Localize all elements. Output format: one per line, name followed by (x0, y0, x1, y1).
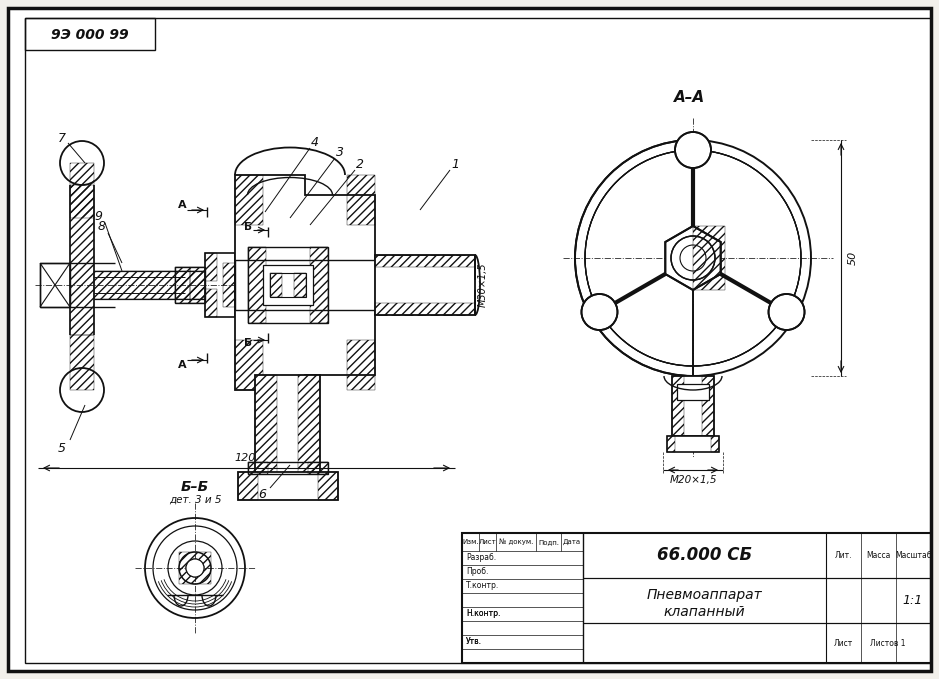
Bar (248, 462, 328, 474)
Text: Пневмоаппарат: Пневмоаппарат (647, 588, 762, 602)
Bar (190, 267, 205, 303)
Text: 120: 120 (235, 453, 255, 463)
Text: клапанный: клапанный (664, 605, 746, 619)
Bar (711, 436, 719, 452)
Bar (672, 376, 714, 436)
Text: Б: Б (244, 222, 252, 232)
Text: № докум.: № докум. (499, 538, 533, 545)
Text: Лист: Лист (834, 638, 853, 648)
Bar (205, 253, 235, 317)
Bar (347, 175, 375, 225)
Text: 7: 7 (58, 132, 66, 145)
Text: 1: 1 (451, 158, 459, 172)
Text: А–А: А–А (674, 90, 705, 105)
Bar (702, 376, 714, 436)
Bar (375, 255, 475, 315)
Bar (667, 436, 719, 452)
Circle shape (192, 565, 198, 571)
Bar (70, 335, 94, 390)
Bar (294, 273, 306, 297)
Text: Проб.: Проб. (466, 568, 488, 576)
Bar (235, 340, 263, 390)
Bar (318, 472, 338, 500)
Bar (667, 436, 675, 452)
Bar (248, 462, 268, 474)
Bar (205, 253, 217, 281)
Bar (270, 273, 306, 297)
Bar (270, 273, 282, 297)
Text: 5: 5 (58, 441, 66, 454)
Bar (672, 376, 684, 436)
Bar (235, 260, 375, 310)
Text: Подп.: Подп. (538, 539, 559, 545)
Text: Лит.: Лит. (834, 551, 852, 559)
Text: 50: 50 (848, 251, 858, 265)
Bar (375, 303, 475, 315)
Text: М30×1,5: М30×1,5 (478, 263, 488, 308)
Text: Т.контр.: Т.контр. (466, 581, 500, 591)
Bar (263, 265, 313, 305)
Text: дет. 3 и 5: дет. 3 и 5 (169, 495, 222, 505)
Bar (693, 226, 725, 290)
Bar (255, 375, 320, 475)
Circle shape (581, 294, 618, 330)
Bar (175, 267, 190, 303)
Text: Листов 1: Листов 1 (870, 638, 906, 648)
Bar (175, 267, 205, 303)
Text: 4: 4 (311, 136, 319, 149)
Bar (298, 375, 320, 475)
Bar (255, 375, 277, 475)
Text: Масштаб: Масштаб (895, 551, 931, 559)
Text: 3: 3 (336, 147, 344, 160)
Text: Лист: Лист (479, 539, 497, 545)
Bar (248, 247, 328, 323)
Bar (677, 384, 709, 400)
Text: 2: 2 (356, 158, 364, 172)
Text: Б: Б (244, 338, 252, 348)
Bar (94, 271, 205, 299)
Bar (462, 533, 931, 663)
Text: 6: 6 (258, 488, 266, 502)
Bar (40, 263, 70, 307)
Polygon shape (666, 226, 721, 290)
Text: 9Э 000 99: 9Э 000 99 (52, 28, 129, 42)
Text: Н.контр.: Н.контр. (466, 610, 500, 619)
Bar (308, 462, 328, 474)
Text: 1:1: 1:1 (903, 595, 923, 608)
Bar (25, 18, 155, 50)
Bar (248, 247, 266, 323)
Text: Б–Б: Б–Б (181, 480, 209, 494)
Bar (70, 163, 94, 218)
Circle shape (186, 559, 204, 577)
Text: А: А (177, 360, 186, 370)
Text: 66.000 СБ: 66.000 СБ (657, 546, 752, 564)
Circle shape (768, 294, 805, 330)
Text: М20×1,5: М20×1,5 (670, 475, 716, 485)
Text: А: А (177, 200, 186, 210)
Bar (235, 175, 263, 225)
Bar (375, 255, 475, 267)
Polygon shape (235, 175, 375, 390)
Text: Масса: Масса (866, 551, 890, 559)
Text: Утв.: Утв. (466, 638, 482, 646)
Bar (310, 247, 328, 323)
Bar (205, 289, 217, 317)
Text: Н.контр.: Н.контр. (466, 610, 500, 619)
Circle shape (671, 236, 715, 280)
Bar (179, 552, 211, 584)
Bar (223, 263, 235, 307)
Text: Изм.: Изм. (462, 539, 479, 545)
Bar (238, 472, 258, 500)
Text: 9: 9 (94, 210, 102, 223)
Bar (238, 472, 338, 500)
Text: Разраб.: Разраб. (466, 553, 496, 562)
Text: 8: 8 (98, 221, 106, 234)
Text: Дата: Дата (563, 539, 581, 545)
Bar (70, 185, 94, 335)
Text: Утв.: Утв. (466, 638, 482, 646)
Circle shape (675, 132, 711, 168)
Bar (347, 340, 375, 390)
